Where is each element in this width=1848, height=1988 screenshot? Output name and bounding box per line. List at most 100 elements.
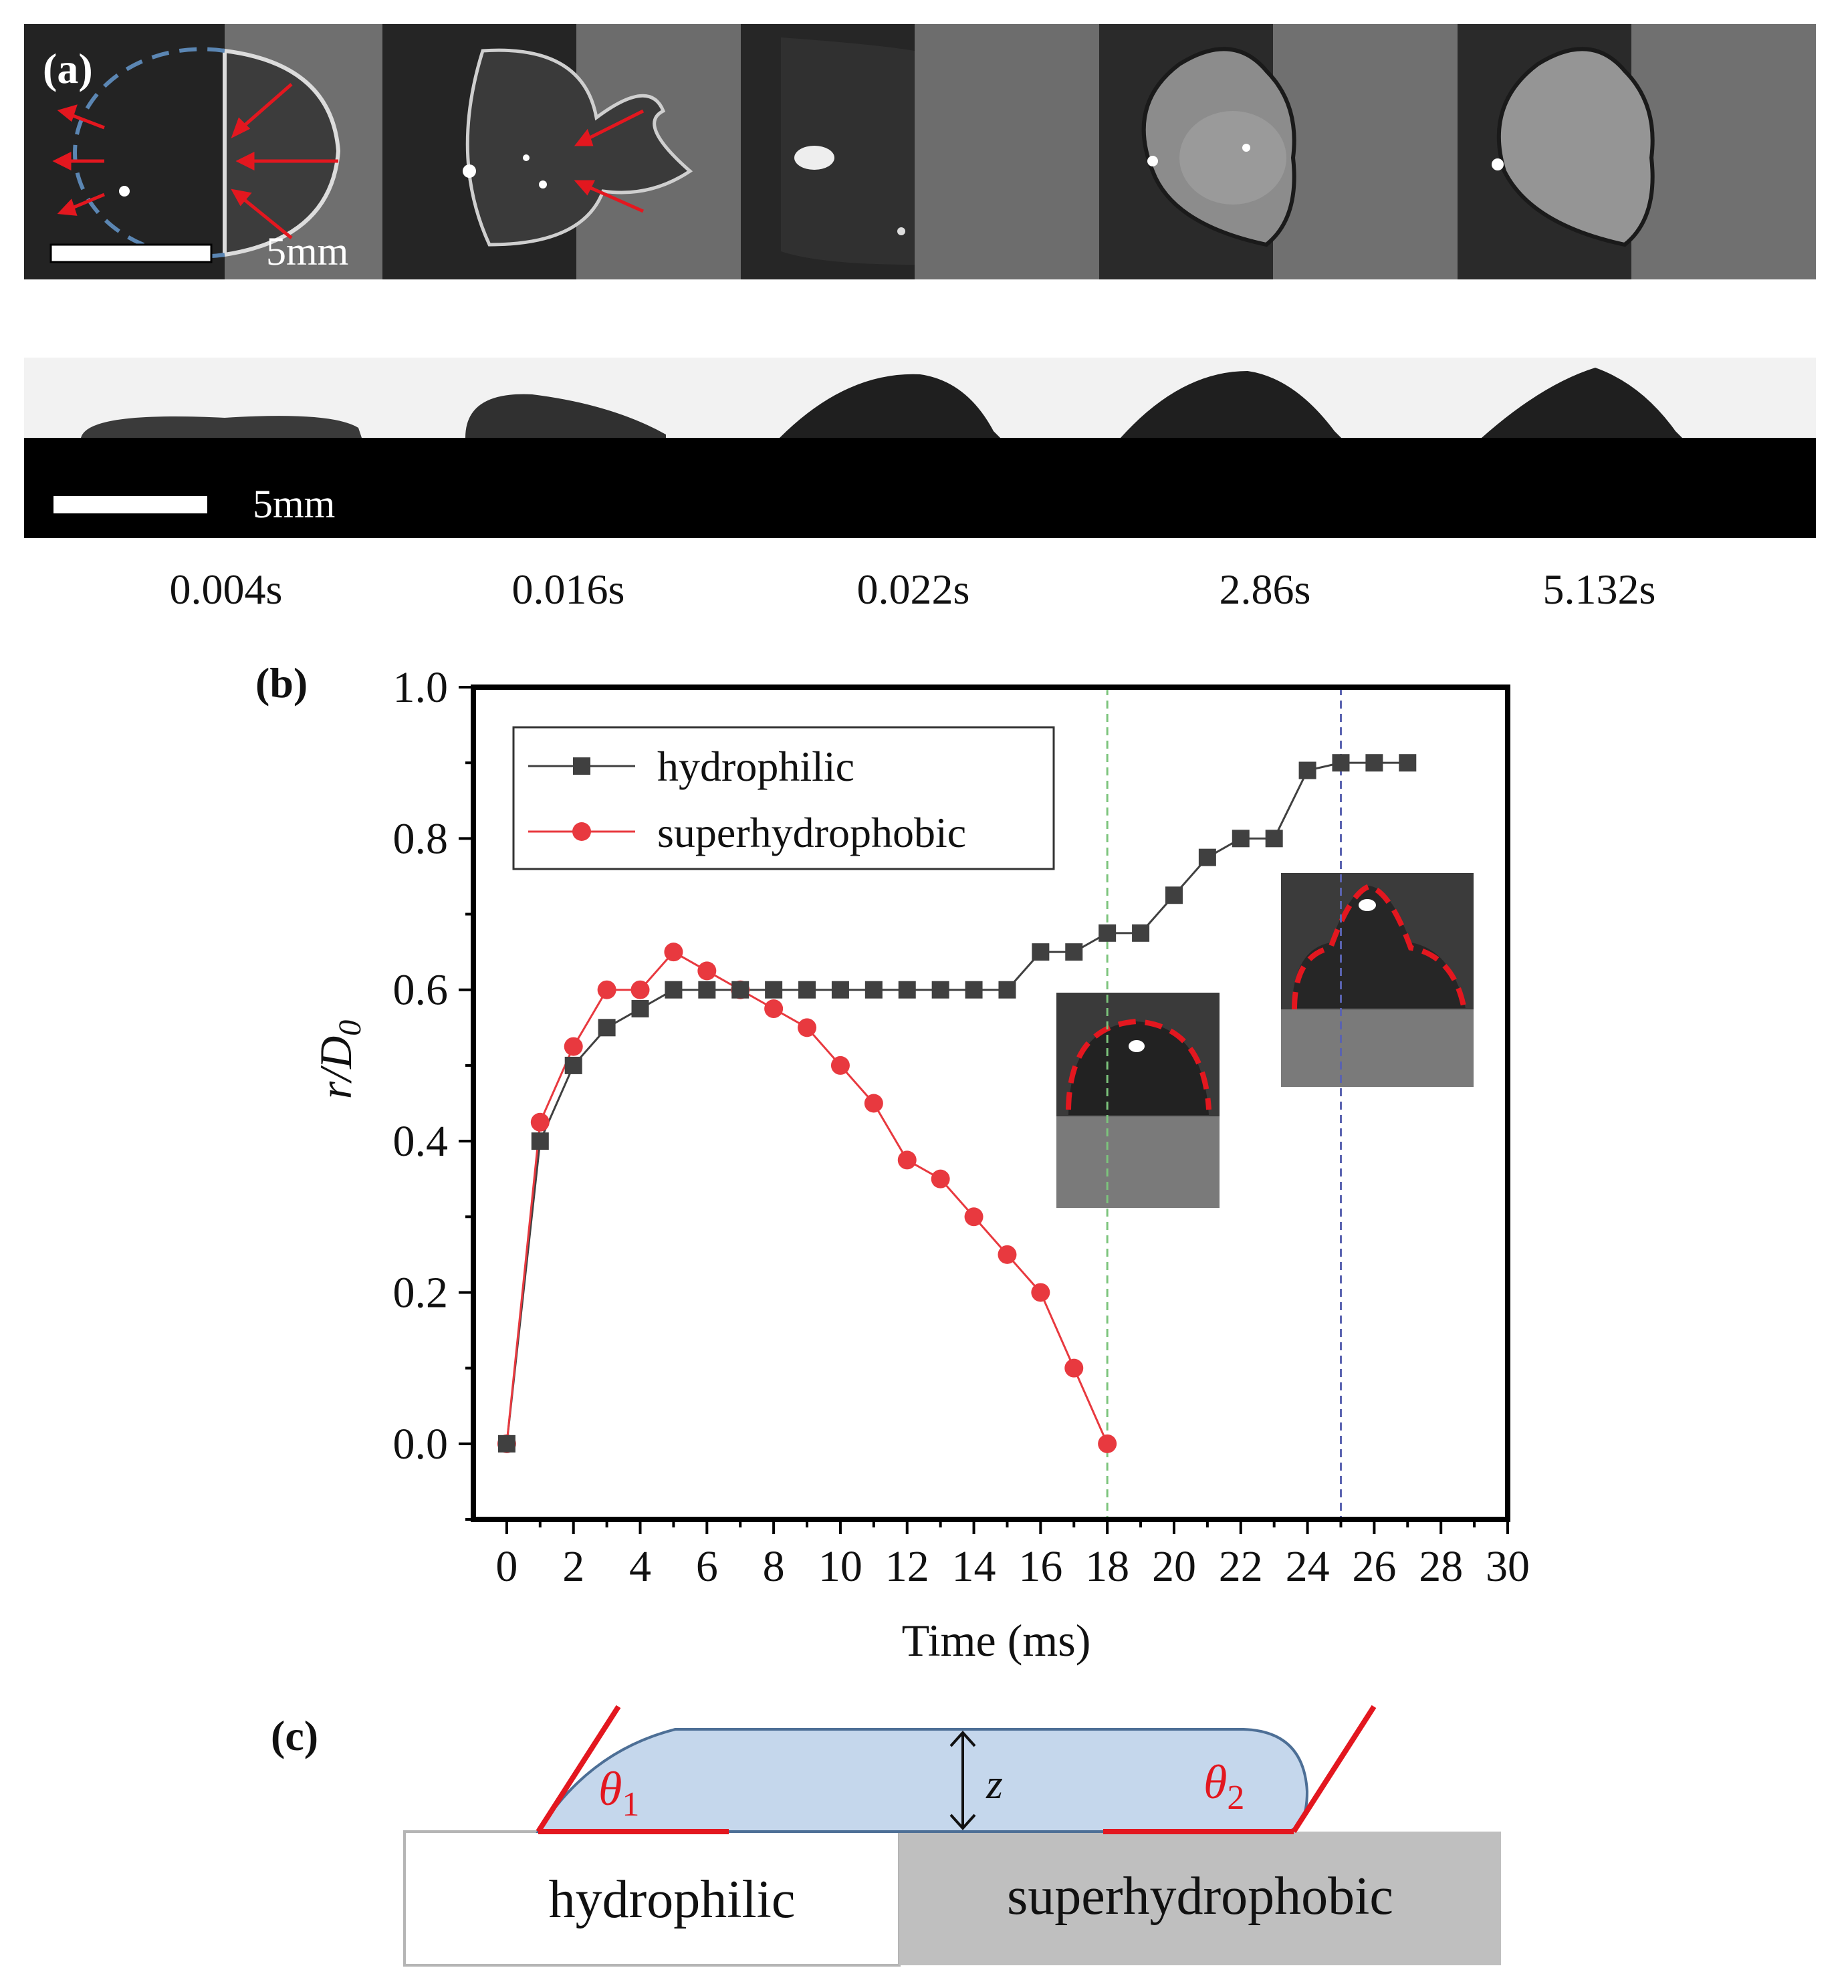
plot-frame <box>471 685 1510 1522</box>
data-point-hydrophilic <box>497 1435 515 1453</box>
data-point-superhydrophobic <box>998 1245 1017 1264</box>
height-arrow <box>949 1731 976 1830</box>
data-point-hydrophilic <box>765 981 783 999</box>
scale-bar-top-label: 5mm <box>266 229 349 273</box>
data-point-hydrophilic <box>1365 754 1383 772</box>
top-frame-1-image <box>24 24 382 279</box>
droplet-shape <box>536 1728 1309 1833</box>
x-tick-label: 14 <box>952 1542 996 1591</box>
time-label-2: 0.016s <box>511 566 625 613</box>
x-tick-label: 24 <box>1286 1542 1330 1591</box>
x-tick-label: 2 <box>562 1542 584 1591</box>
x-tick-label: 26 <box>1352 1542 1396 1591</box>
time-label-5: 5.132s <box>1542 566 1656 613</box>
data-point-superhydrophobic <box>597 980 616 999</box>
data-point-superhydrophobic <box>764 999 784 1019</box>
data-point-hydrophilic <box>931 981 949 999</box>
top-frame-2-image <box>382 24 741 279</box>
time-label-4: 2.86s <box>1219 566 1311 613</box>
x-tick-label: 20 <box>1152 1542 1196 1591</box>
x-tick-label: 6 <box>696 1542 718 1591</box>
inset-image-hydrophilic <box>1281 873 1474 1087</box>
theta1-label: θ1 <box>598 1762 639 1824</box>
data-point-hydrophilic <box>1332 754 1350 772</box>
data-point-hydrophilic <box>731 981 749 999</box>
data-point-superhydrophobic <box>798 1018 817 1037</box>
svg-text:r/D0: r/D0 <box>310 1020 368 1099</box>
data-point-hydrophilic <box>665 981 683 999</box>
data-point-hydrophilic <box>1099 924 1117 942</box>
x-tick-label: 8 <box>763 1542 785 1591</box>
panel-a-label: (a) <box>43 45 93 92</box>
data-point-hydrophilic <box>1198 848 1216 866</box>
data-point-hydrophilic <box>631 1000 649 1018</box>
scale-bar-bottom-label: 5mm <box>253 482 336 526</box>
data-point-hydrophilic <box>1165 886 1183 904</box>
data-point-hydrophilic <box>831 981 849 999</box>
data-point-superhydrophobic <box>864 1094 883 1113</box>
x-tick-label: 28 <box>1419 1542 1463 1591</box>
superhydrophobic-substrate <box>899 1832 1501 1965</box>
top-frame-2 <box>382 24 741 279</box>
y-tick-label: 0.0 <box>393 1420 449 1469</box>
theta2-symbol: θ <box>1203 1755 1227 1809</box>
inset-image-superhydrophobic <box>1056 993 1220 1208</box>
data-point-superhydrophobic <box>931 1169 950 1189</box>
height-label: z <box>986 1760 1003 1808</box>
y-axis-label: r/D0 <box>310 1020 368 1099</box>
legend: hydrophilic superhydrophobic <box>512 726 1055 870</box>
data-point-hydrophilic <box>1132 924 1150 942</box>
data-point-superhydrophobic <box>964 1207 984 1227</box>
data-point-hydrophilic <box>1065 943 1083 961</box>
panel-b-label: (b) <box>255 659 308 707</box>
y-tick-label: 0.6 <box>393 966 449 1015</box>
contact-angle-lines <box>536 1705 1377 1834</box>
time-label-1: 0.004s <box>169 566 283 613</box>
side-view-image <box>24 368 1816 538</box>
theta1-symbol: θ <box>598 1762 622 1816</box>
top-frame-5 <box>1458 24 1816 279</box>
data-point-hydrophilic <box>1232 830 1250 848</box>
data-point-hydrophilic <box>998 981 1016 999</box>
top-frame-3 <box>741 24 1099 279</box>
data-point-hydrophilic <box>1265 830 1283 848</box>
top-frame-3-image <box>741 24 1099 279</box>
legend-marker-superhydrophobic <box>572 822 591 841</box>
x-tick-label: 30 <box>1486 1542 1530 1591</box>
y-tick-label: 0.8 <box>393 814 449 863</box>
data-point-superhydrophobic <box>1031 1283 1050 1302</box>
top-frame-4-image <box>1099 24 1458 279</box>
data-point-hydrophilic <box>564 1056 582 1074</box>
hydrophilic-substrate <box>403 1830 901 1967</box>
top-frame-5-image <box>1458 24 1816 279</box>
panel-c-label: (c) <box>271 1712 319 1759</box>
data-point-superhydrophobic <box>530 1112 550 1132</box>
data-point-hydrophilic <box>1032 943 1050 961</box>
data-point-superhydrophobic <box>697 961 717 981</box>
y-axis-label-main: r/D <box>310 1036 361 1099</box>
y-tick-label: 1.0 <box>393 663 449 712</box>
top-frame-1: (a) 5mm <box>24 24 382 279</box>
x-tick-label: 10 <box>818 1542 862 1591</box>
data-point-superhydrophobic <box>897 1150 917 1170</box>
hydrophilic-label: hydrophilic <box>549 1870 796 1929</box>
legend-label-superhydrophobic: superhydrophobic <box>657 809 966 856</box>
top-frame-4 <box>1099 24 1458 279</box>
data-point-hydrophilic <box>798 981 816 999</box>
data-point-superhydrophobic <box>564 1037 583 1056</box>
data-point-hydrophilic <box>898 981 916 999</box>
x-tick-label: 12 <box>885 1542 929 1591</box>
y-axis-label-sub: 0 <box>332 1020 368 1036</box>
data-point-hydrophilic <box>598 1019 616 1037</box>
theta2-label: θ2 <box>1203 1755 1244 1817</box>
data-point-superhydrophobic <box>1064 1358 1084 1378</box>
theta1-subscript: 1 <box>622 1785 639 1824</box>
time-label-3: 0.022s <box>856 566 970 613</box>
data-point-superhydrophobic <box>830 1055 850 1075</box>
series-line-hydrophilic <box>505 761 1408 1444</box>
legend-label-hydrophilic: hydrophilic <box>657 743 854 790</box>
data-point-superhydrophobic <box>1098 1434 1117 1453</box>
data-point-hydrophilic <box>864 981 883 999</box>
data-point-hydrophilic <box>531 1132 549 1150</box>
